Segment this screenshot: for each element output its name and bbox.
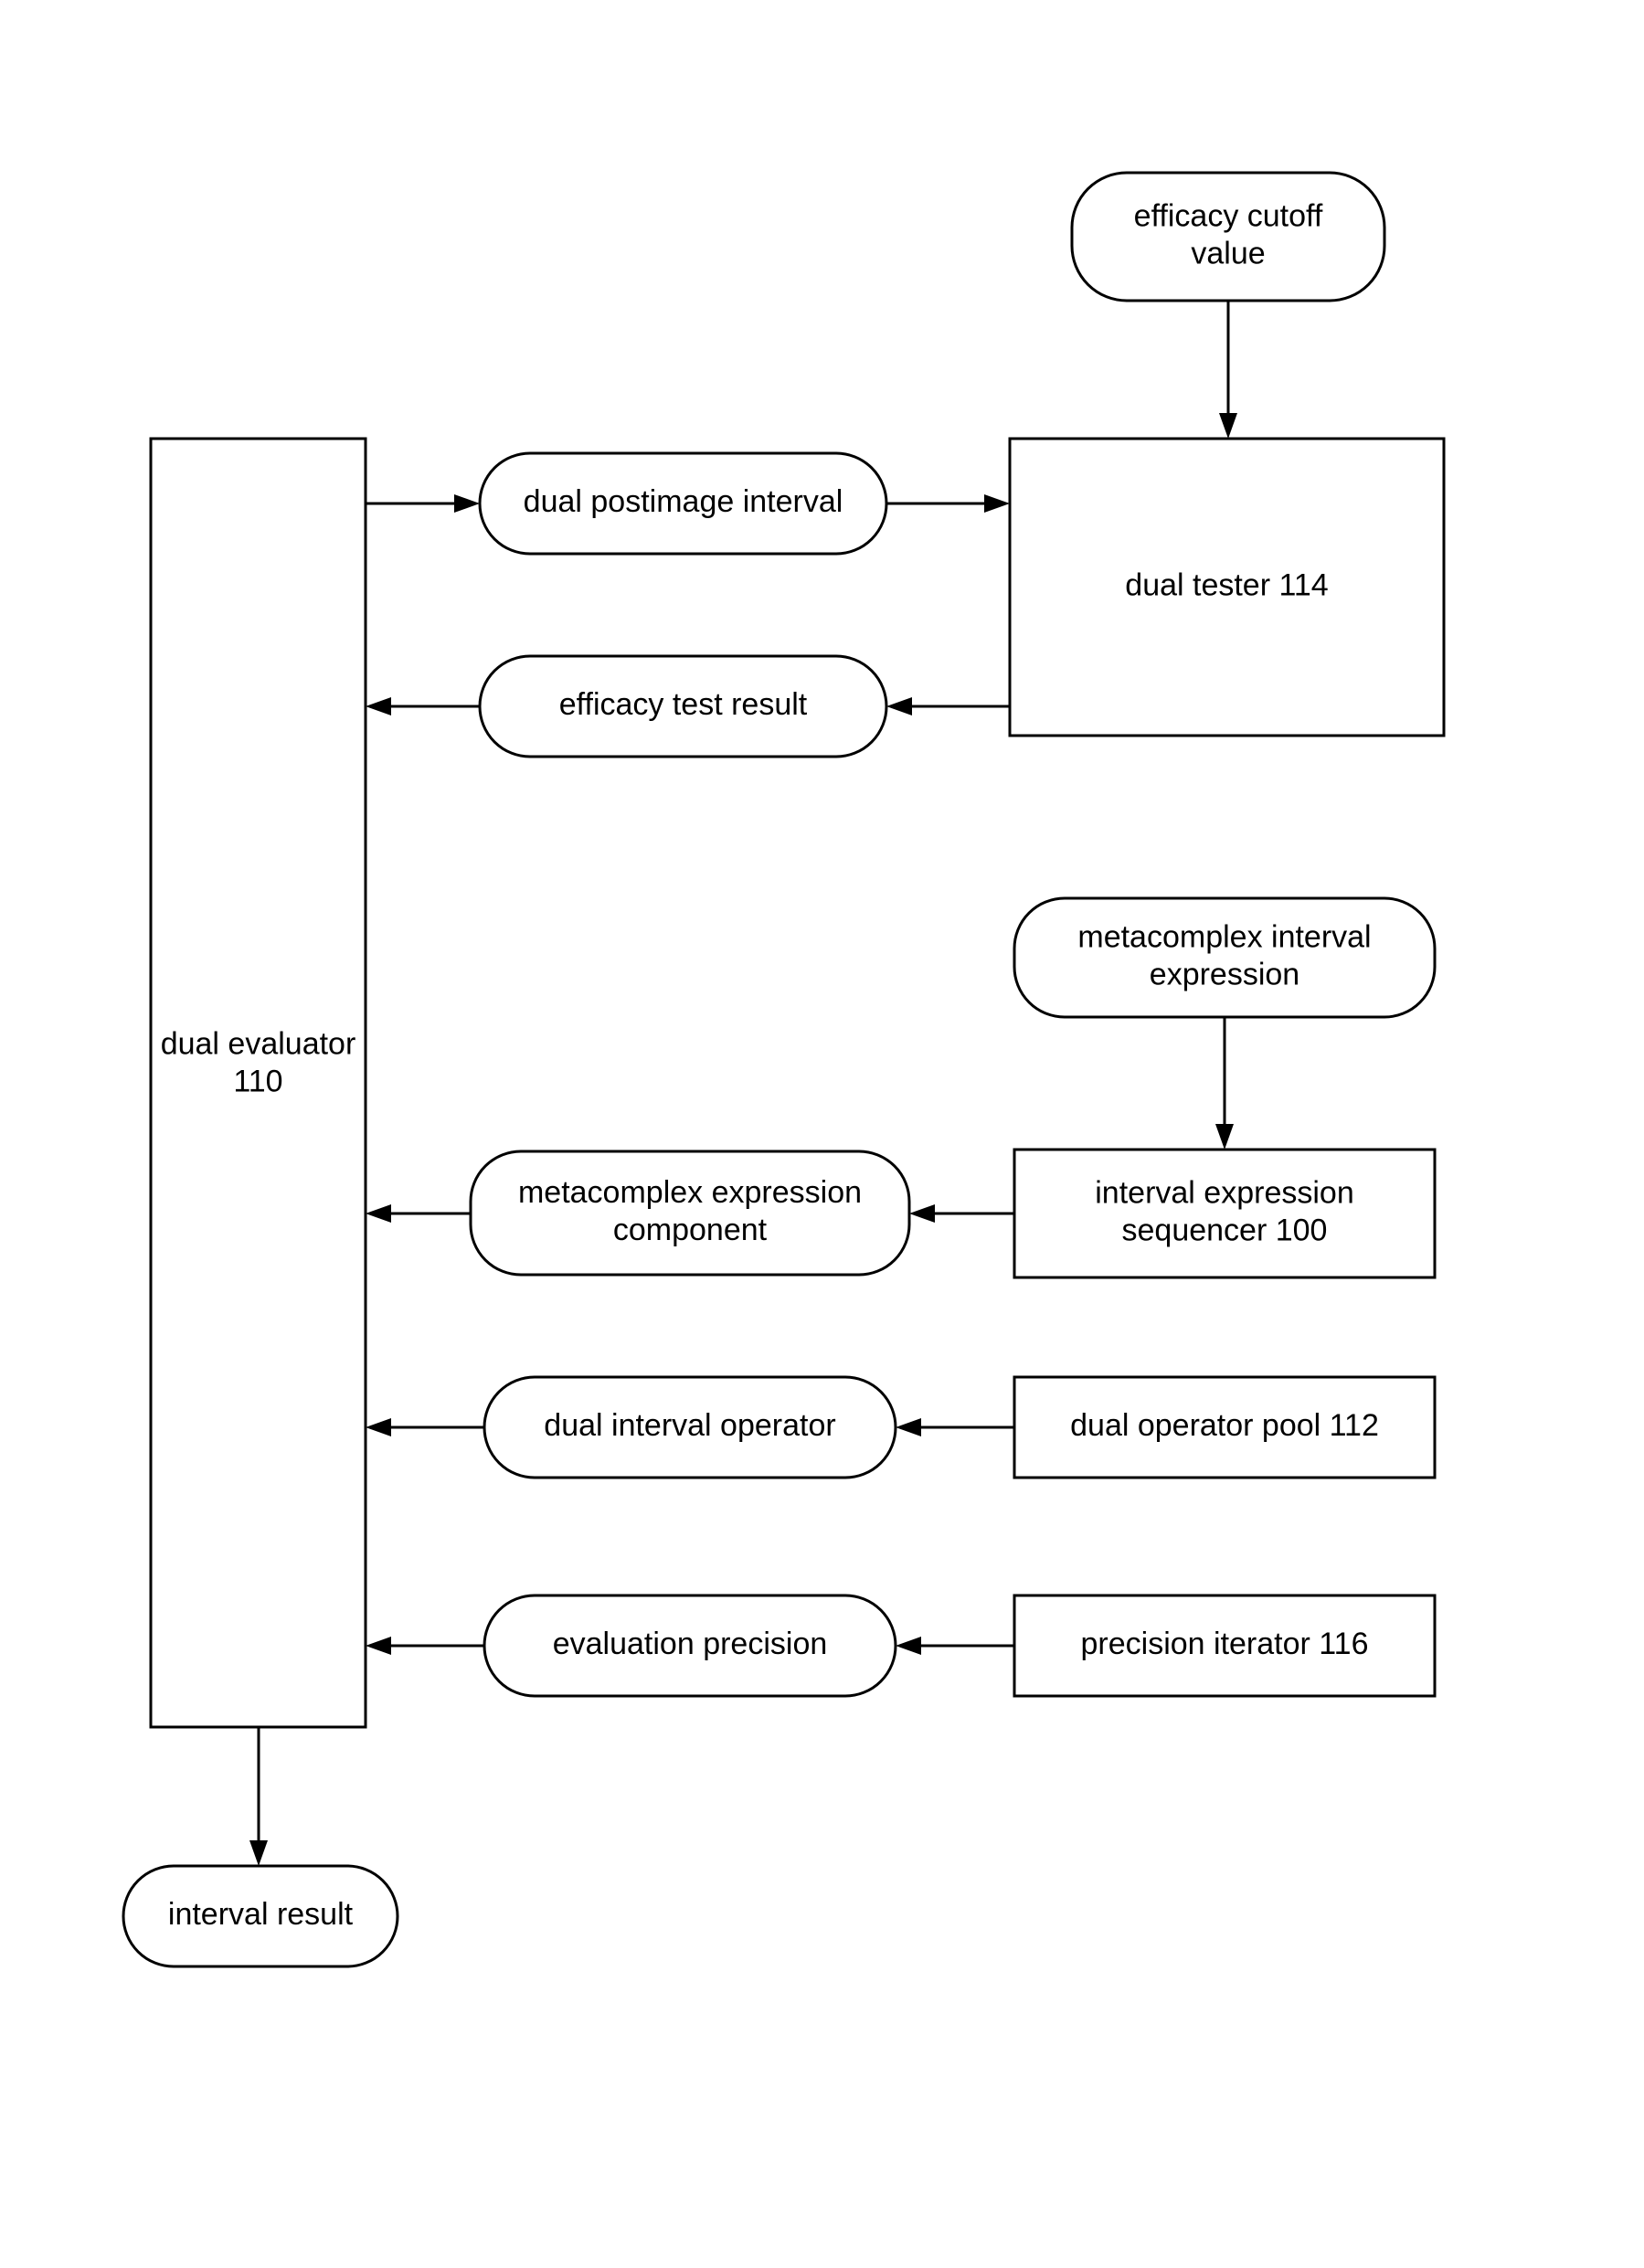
node-metacomplex-interval-expr: metacomplex intervalexpression [1014,898,1435,1017]
node-label: efficacy test result [559,687,808,722]
node-precision-iterator: precision iterator 116 [1014,1595,1435,1696]
node-dual-interval-operator: dual interval operator [484,1377,896,1478]
node-label: dual interval operator [544,1408,835,1443]
node-dual-postimage: dual postimage interval [480,453,886,554]
node-label: metacomplex interval [1077,920,1371,955]
node-efficacy-cutoff: efficacy cutoffvalue [1072,173,1384,301]
edge [366,1204,471,1223]
node-label: interval expression [1095,1176,1353,1211]
edge [366,697,480,715]
edge [366,1418,484,1436]
edge [896,1418,1014,1436]
edge [1215,1017,1234,1150]
node-label: dual tester 114 [1125,567,1328,602]
node-dual-operator-pool: dual operator pool 112 [1014,1377,1435,1478]
node-label: expression [1150,957,1299,991]
edge [249,1727,268,1866]
node-metacomplex-expr-component: metacomplex expressioncomponent [471,1151,909,1275]
node-label: evaluation precision [553,1627,828,1661]
node-label: sequencer 100 [1122,1213,1328,1247]
node-label: precision iterator 116 [1081,1627,1369,1661]
node-evaluation-precision: evaluation precision [484,1595,896,1696]
node-label: dual postimage interval [524,484,843,519]
edge [1219,301,1237,439]
node-dual-evaluator: dual evaluator110 [151,439,366,1727]
node-label: 110 [233,1064,282,1098]
node-label: value [1191,236,1265,270]
node-label: dual operator pool 112 [1070,1408,1379,1443]
node-dual-tester: dual tester 114 [1010,439,1444,736]
edge [886,697,1010,715]
edge [909,1204,1014,1223]
flowchart-diagram: efficacy cutoffvalue dual tester 114 dual … [0,0,1644,2268]
edge [896,1637,1014,1655]
node-label: dual evaluator [161,1027,356,1062]
edge [366,1637,484,1655]
node-interval-expr-sequencer: interval expressionsequencer 100 [1014,1150,1435,1277]
edge [366,494,480,513]
node-label: interval result [168,1897,354,1932]
edge [886,494,1010,513]
node-interval-result: interval result [123,1866,398,1966]
node-label: efficacy cutoff [1134,199,1323,234]
node-efficacy-test-result: efficacy test result [480,656,886,757]
node-label: component [613,1213,768,1247]
node-label: metacomplex expression [518,1175,862,1210]
